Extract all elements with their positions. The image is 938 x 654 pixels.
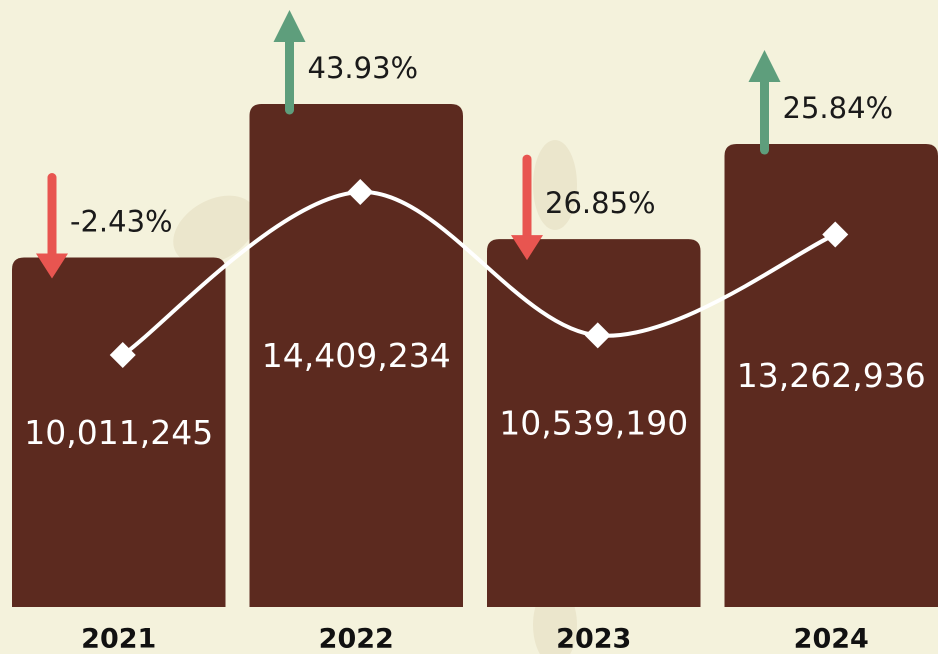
line-marker bbox=[822, 221, 849, 248]
change-label: 25.84% bbox=[783, 91, 894, 125]
line-marker bbox=[584, 322, 611, 349]
arrow-head bbox=[748, 50, 781, 83]
value-label: 10,539,190 bbox=[499, 404, 688, 443]
arrow-head bbox=[273, 10, 306, 42]
x-tick-label: 2023 bbox=[556, 624, 631, 654]
arrow-head bbox=[36, 253, 68, 279]
value-label: 13,262,936 bbox=[737, 356, 926, 395]
arrow-head bbox=[511, 235, 543, 261]
bar bbox=[249, 104, 463, 607]
x-tick-label: 2022 bbox=[319, 624, 394, 654]
change-label: -2.43% bbox=[70, 205, 173, 239]
change-arrow bbox=[36, 173, 68, 279]
bar bbox=[724, 144, 938, 607]
line-marker bbox=[347, 178, 374, 205]
change-arrow bbox=[273, 10, 306, 115]
decoration bbox=[173, 140, 577, 654]
change-label: 26.85% bbox=[545, 186, 656, 220]
trend-line bbox=[121, 189, 837, 357]
value-label: 14,409,234 bbox=[262, 336, 451, 375]
value-label: 10,011,245 bbox=[24, 413, 213, 452]
line-marker bbox=[109, 341, 136, 368]
x-tick-label: 2024 bbox=[794, 624, 869, 654]
x-tick-label: 2021 bbox=[81, 624, 156, 654]
change-arrow bbox=[511, 154, 543, 261]
change-arrow bbox=[748, 50, 781, 155]
change-label: 43.93% bbox=[308, 51, 419, 85]
bar bbox=[12, 257, 226, 607]
